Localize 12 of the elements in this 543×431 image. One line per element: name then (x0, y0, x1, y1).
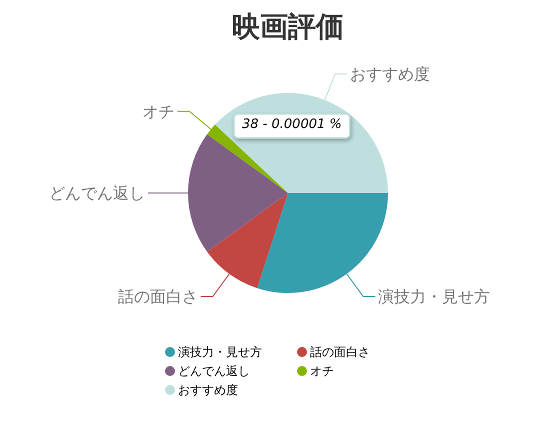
legend-label: 演技力・見せ方 (178, 345, 262, 360)
text: 38 - 0.00001 % (242, 117, 342, 132)
legend-label: どんでん返し (178, 364, 250, 378)
legend-label: 話の面白さ (310, 345, 370, 360)
chart-title: 映画評価 (232, 10, 344, 43)
legend-label: オチ (310, 364, 334, 378)
slice-label: オチ (142, 102, 174, 122)
slice-label: 演技力・見せ方 (378, 287, 490, 306)
slice-label: どんでん返し (49, 184, 145, 203)
slice-label: おすすめ度 (350, 64, 430, 84)
legend-label: おすすめ度 (178, 383, 238, 398)
slice-label: 話の面白さ (118, 287, 198, 306)
